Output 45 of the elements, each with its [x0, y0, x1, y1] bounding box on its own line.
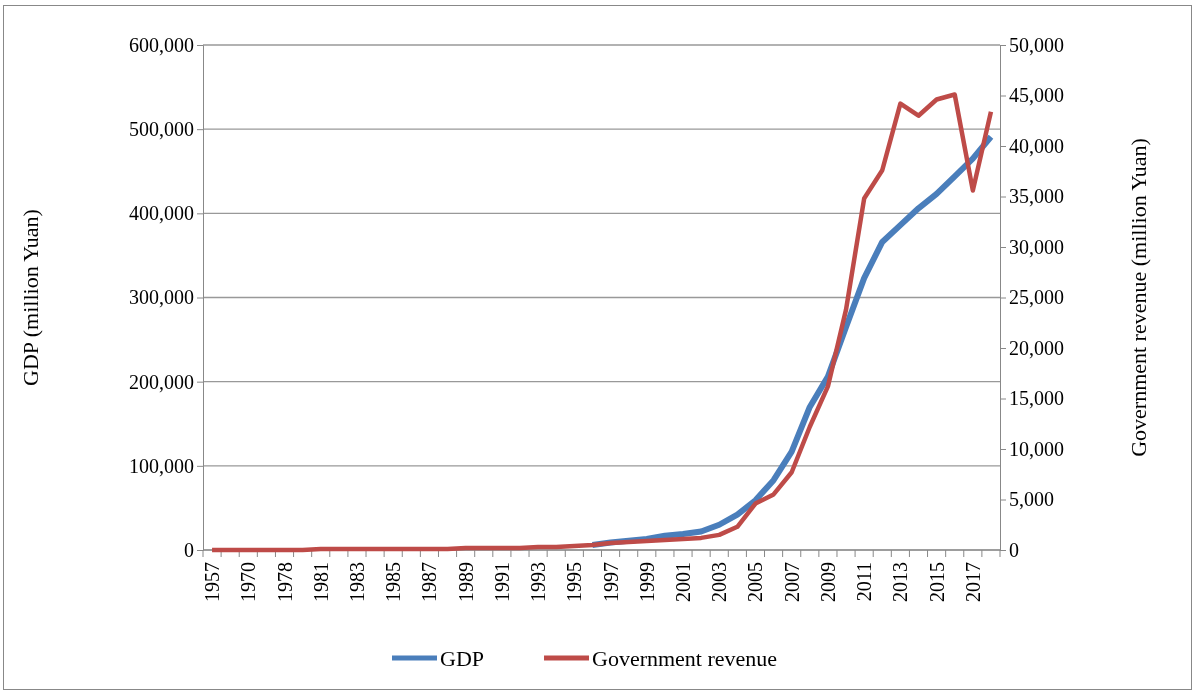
- y2-axis-title: Government revenue (million Yuan): [1126, 138, 1151, 457]
- x-tick-label: 1978: [273, 562, 296, 602]
- x-tick-label: 2009: [816, 562, 839, 602]
- y-tick-label: 0: [184, 538, 194, 561]
- x-tick-label: 2001: [672, 562, 695, 602]
- y2-tick-label: 10,000: [1009, 437, 1064, 460]
- x-tick-label: 1991: [490, 562, 513, 602]
- y2-tick-label: 20,000: [1009, 336, 1064, 359]
- y2-tick-label: 0: [1009, 538, 1019, 561]
- x-tick-label: 1999: [635, 562, 658, 602]
- y2-tick-label: 35,000: [1009, 185, 1064, 208]
- x-tick-label: 1987: [418, 562, 441, 602]
- x-tick-label: 2011: [853, 562, 876, 602]
- y-tick-label: 100,000: [129, 454, 194, 477]
- y2-tick-label: 45,000: [1009, 84, 1064, 107]
- x-tick-label: 1997: [599, 562, 622, 602]
- y2-tick-label: 30,000: [1009, 235, 1064, 258]
- x-tick-label: 1995: [563, 562, 586, 602]
- y-tick-label: 600,000: [129, 33, 194, 56]
- legend-label: GDP: [440, 646, 485, 671]
- x-tick-label: 1970: [237, 562, 260, 602]
- x-tick-label: 1957: [201, 562, 224, 602]
- legend-label: Government revenue: [592, 646, 778, 671]
- x-tick-label: 2013: [889, 562, 912, 602]
- y-tick-label: 300,000: [129, 286, 194, 309]
- x-tick-label: 1989: [454, 562, 477, 602]
- y-tick-label: 400,000: [129, 202, 194, 225]
- y2-tick-label: 5,000: [1009, 488, 1054, 511]
- y2-tick-label: 40,000: [1009, 134, 1064, 157]
- y-axis-title: GDP (million Yuan): [18, 209, 43, 386]
- x-tick-label: 2005: [744, 562, 767, 602]
- x-tick-label: 1983: [345, 562, 368, 602]
- line-series: [209, 92, 994, 553]
- x-tick-label: 2007: [780, 562, 803, 602]
- y2-tick-label: 50,000: [1009, 33, 1064, 56]
- x-tick-label: 1981: [309, 562, 332, 602]
- x-tick-label: 2015: [925, 562, 948, 602]
- x-tick-label: 2017: [961, 562, 984, 602]
- y2-tick-label: 25,000: [1009, 286, 1064, 309]
- x-tick-label: 1985: [382, 562, 405, 602]
- y-tick-label: 500,000: [129, 118, 194, 141]
- y-tick-label: 200,000: [129, 370, 194, 393]
- x-tick-label: 1993: [527, 562, 550, 602]
- y2-tick-label: 15,000: [1009, 387, 1064, 410]
- x-tick-label: 2003: [708, 562, 731, 602]
